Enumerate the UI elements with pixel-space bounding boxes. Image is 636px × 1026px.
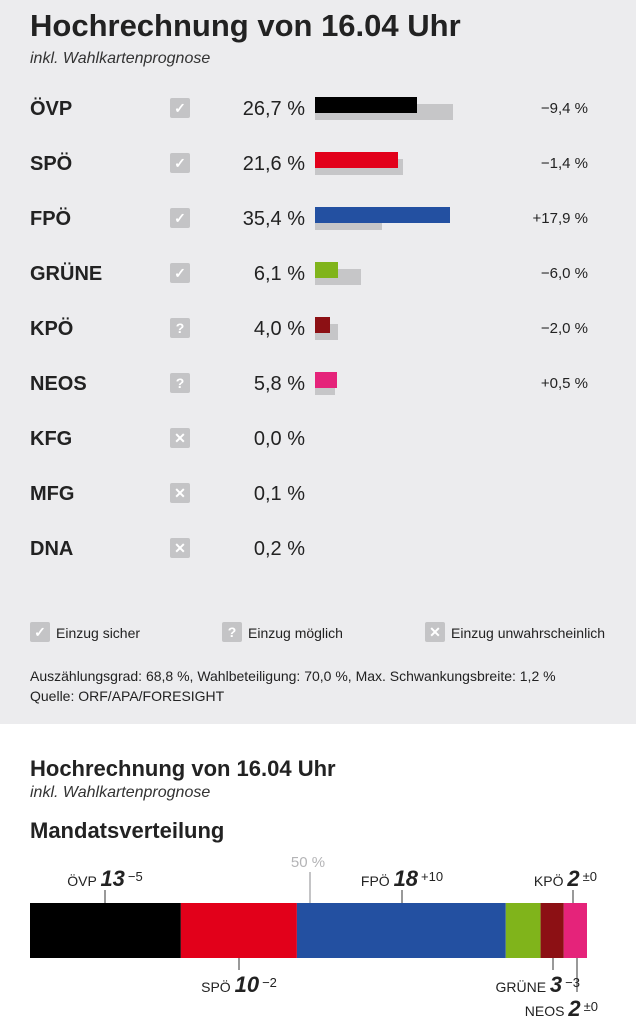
- seat-label: KPÖ 2 ±0: [534, 866, 597, 891]
- party-name: FPÖ: [30, 208, 72, 230]
- seat-count: 10: [235, 972, 260, 997]
- change-label: +0,5 %: [540, 375, 588, 392]
- legend-item-sicher: ✓ Einzug sicher: [30, 618, 141, 642]
- seat-segment-fpö: [296, 903, 506, 958]
- legend-label: Einzug möglich: [248, 625, 343, 641]
- seat-count: 13: [100, 866, 124, 891]
- check-icon: ✓: [170, 208, 190, 228]
- result-bar: [315, 317, 331, 333]
- footnote-stats: Auszählungsgrad: 68,8 %, Wahlbeteiligung…: [30, 668, 556, 684]
- party-name: ÖVP: [30, 98, 73, 120]
- result-row-dna: DNA ✕ 0,2 %: [0, 532, 636, 587]
- result-bar: [315, 372, 338, 388]
- seat-change: −2: [262, 975, 277, 990]
- results-title: Hochrechnung von 16.04 Uhr: [30, 8, 461, 43]
- seat-party-name: NEOS: [525, 1003, 569, 1019]
- value-label: 5,8 %: [253, 373, 305, 395]
- legend-label: Einzug unwahrscheinlich: [451, 625, 606, 641]
- seat-change: −5: [128, 869, 143, 884]
- seat-change: ±0: [583, 869, 597, 884]
- seat-segment-neos: [563, 903, 587, 958]
- party-name: DNA: [30, 538, 74, 560]
- seat-distribution-chart: 50 % ÖVP 13 −5 SPÖ 10 −2 FPÖ 18 +10 GRÜNE 3 −3 KP…: [30, 854, 598, 1021]
- seats-title: Hochrechnung von 16.04 Uhr: [30, 756, 336, 781]
- party-name: KFG: [30, 428, 73, 450]
- change-label: −2,0 %: [540, 320, 588, 337]
- seat-label: NEOS 2 ±0: [525, 996, 598, 1021]
- results-panel: Hochrechnung von 16.04 Uhr inkl. Wahlkar…: [0, 0, 636, 724]
- footnote-source: Quelle: ORF/APA/FORESIGHT: [30, 688, 225, 704]
- cross-icon: ✕: [425, 622, 445, 642]
- question-icon: ?: [170, 318, 190, 338]
- seats-heading: Mandatsverteilung: [30, 818, 225, 843]
- seat-party-name: KPÖ: [534, 872, 567, 889]
- result-row-gruene: GRÜNE ✓ 6,1 % −6,0 %: [0, 257, 636, 312]
- change-label: +17,9 %: [532, 210, 588, 227]
- value-label: 0,0 %: [253, 428, 305, 450]
- cross-icon: ✕: [170, 428, 190, 448]
- value-label: 35,4 %: [242, 208, 305, 230]
- seat-party-name: SPÖ: [201, 978, 234, 995]
- seat-count: 2: [567, 996, 581, 1021]
- result-bar: [315, 97, 417, 113]
- value-label: 6,1 %: [253, 263, 305, 285]
- legend-item-unwahrscheinlich: ✕ Einzug unwahrscheinlich: [425, 618, 606, 642]
- value-label: 0,1 %: [253, 483, 305, 505]
- seat-count: 3: [550, 972, 562, 997]
- legend-label: Einzug sicher: [56, 625, 141, 641]
- party-name: MFG: [30, 483, 75, 505]
- seat-segment-övp: [30, 903, 181, 958]
- seat-party-name: GRÜNE: [495, 978, 549, 995]
- result-row-fpoe: FPÖ ✓ 35,4 % +17,9 %: [0, 202, 636, 257]
- seat-segment-spö: [180, 903, 297, 958]
- seat-segment-grüne: [505, 903, 541, 958]
- result-row-neos: NEOS? 5,8 % +0,5 %: [0, 367, 636, 422]
- seat-segment-kpö: [540, 903, 564, 958]
- value-label: 4,0 %: [253, 318, 305, 340]
- seat-change: +10: [421, 869, 443, 884]
- seat-label: ÖVP 13 −5: [67, 866, 143, 891]
- result-row-spoe: SPÖ ✓ 21,6 % −1,4 %: [0, 147, 636, 202]
- seat-party-name: FPÖ: [361, 872, 394, 889]
- seat-count: 18: [394, 866, 419, 891]
- result-bar: [315, 152, 398, 168]
- change-label: −6,0 %: [540, 265, 588, 282]
- change-label: −9,4 %: [540, 100, 588, 117]
- value-label: 0,2 %: [253, 538, 305, 560]
- cross-icon: ✕: [170, 538, 190, 558]
- party-name: KPÖ: [30, 318, 74, 340]
- question-icon: ?: [170, 373, 190, 393]
- seat-count: 2: [566, 866, 580, 891]
- value-label: 26,7 %: [242, 98, 305, 120]
- value-label: 21,6 %: [242, 153, 305, 175]
- change-label: −1,4 %: [540, 155, 588, 172]
- seat-label: SPÖ 10 −2: [201, 972, 277, 997]
- seat-label: FPÖ 18 +10: [361, 866, 443, 891]
- seat-label: GRÜNE 3 −3: [495, 972, 580, 997]
- check-icon: ✓: [170, 98, 190, 118]
- check-icon: ✓: [170, 153, 190, 173]
- seat-change: −3: [565, 975, 580, 990]
- seats-subtitle: inkl. Wahlkartenprognose: [30, 784, 211, 801]
- result-row-kfg: KFG ✕ 0,0 %: [0, 422, 636, 477]
- result-bar: [315, 262, 339, 278]
- seat-party-name: ÖVP: [67, 872, 100, 889]
- party-name: GRÜNE: [30, 263, 103, 285]
- check-icon: ✓: [170, 263, 190, 283]
- seats-panel: Hochrechnung von 16.04 Uhr inkl. Wahlkar…: [0, 724, 636, 1026]
- majority-label: 50 %: [291, 854, 325, 871]
- question-icon: ?: [222, 622, 242, 642]
- cross-icon: ✕: [170, 483, 190, 503]
- result-row-oevp: ÖVP ✓ 26,7 % −9,4 %: [0, 92, 636, 147]
- party-name: SPÖ: [30, 153, 73, 175]
- party-name: NEOS: [30, 373, 87, 395]
- seat-change: ±0: [584, 999, 598, 1014]
- result-bar: [315, 207, 451, 223]
- results-subtitle: inkl. Wahlkartenprognose: [30, 50, 211, 67]
- result-row-kpoe: KPÖ? 4,0 % −2,0 %: [0, 312, 636, 367]
- legend-item-moeglich: ? Einzug möglich: [222, 618, 343, 642]
- check-icon: ✓: [30, 622, 50, 642]
- result-row-mfg: MFG ✕ 0,1 %: [0, 477, 636, 532]
